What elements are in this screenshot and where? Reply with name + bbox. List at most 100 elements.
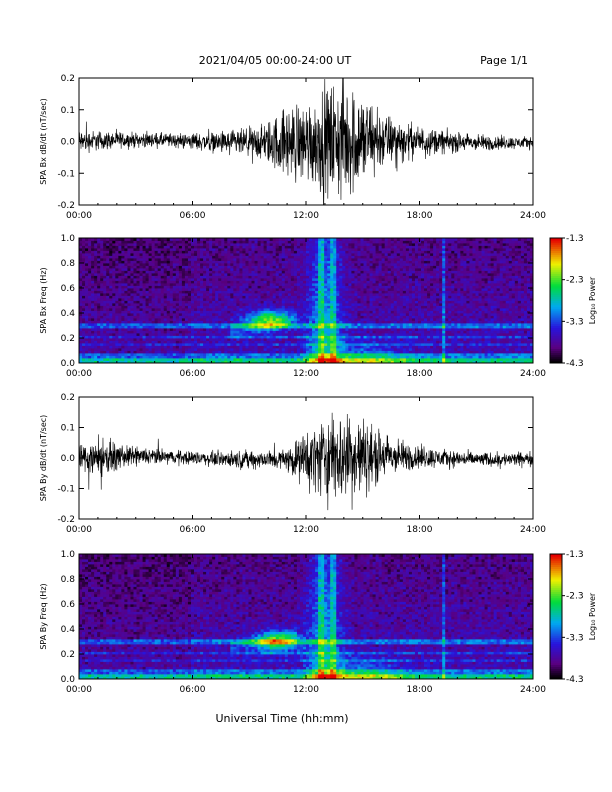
spectrogram-cell (336, 285, 340, 289)
spectrogram-cell (85, 298, 89, 301)
spectrogram-cell (230, 290, 234, 294)
spectrogram-cell (178, 343, 183, 346)
spectrogram-cell (369, 345, 373, 349)
spectrogram-cell (336, 340, 340, 344)
spectrogram-cell (224, 300, 228, 304)
spectrogram-cell (324, 340, 328, 344)
spectrogram-cell (94, 265, 98, 269)
spectrogram-cell (321, 343, 325, 346)
spectrogram-cell (287, 253, 292, 256)
spectrogram-cell (184, 298, 189, 301)
spectrogram-cell (333, 345, 337, 349)
spectrogram-cell (369, 318, 373, 321)
spectrogram-cell (309, 255, 313, 259)
spectrogram-cell (287, 345, 292, 349)
spectrogram-cell (224, 343, 228, 346)
spectrogram-cell (200, 323, 204, 326)
spectrogram-cell (284, 265, 289, 269)
spectrogram-cell (251, 290, 255, 294)
spectrogram-cell (299, 348, 304, 351)
spectrogram-cell (136, 245, 140, 249)
spectrogram-cell (130, 340, 134, 344)
spectrogram-cell (130, 248, 134, 251)
spectrogram-cell (293, 300, 298, 304)
spectrogram-cell (333, 265, 337, 269)
spectrogram-cell (175, 288, 180, 291)
spectrogram-cell (85, 288, 89, 291)
spectrogram-cell (103, 248, 107, 251)
spectrogram-cell (124, 323, 128, 326)
spectrogram-cell (212, 350, 216, 354)
spectrogram-cell (157, 323, 162, 326)
spectrogram-cell (142, 310, 146, 314)
spectrogram-cell (239, 320, 243, 324)
spectrogram-cell (312, 278, 316, 281)
spectrogram-cell (275, 360, 280, 364)
spectrogram-cell (212, 325, 216, 329)
spectrogram-cell (363, 345, 367, 349)
spectrogram-cell (221, 273, 225, 276)
spectrogram-cell (115, 285, 119, 289)
spectrogram-cell (100, 343, 104, 346)
spectrogram-cell (242, 275, 246, 279)
spectrogram-cell (309, 280, 313, 284)
spectrogram-cell (130, 240, 134, 244)
spectrogram-cell (306, 313, 310, 316)
spectrogram-cell (230, 275, 234, 279)
spectrogram-cell (106, 280, 110, 284)
spectrogram-cell (230, 285, 234, 289)
spectrogram-cell (369, 320, 373, 324)
spectrogram-cell (236, 348, 240, 351)
spectrogram-cell (151, 348, 156, 351)
spectrogram-cell (163, 328, 168, 331)
spectrogram-cell (296, 268, 301, 271)
spectrogram-cell (215, 260, 219, 264)
spectrogram-cell (302, 283, 307, 286)
spectrogram-cell (154, 305, 159, 309)
spectrogram-cell (348, 243, 352, 246)
spectrogram-cell (233, 305, 237, 309)
page-number: Page 1/1 (480, 54, 528, 67)
spectrogram-cell (224, 335, 228, 339)
spectrogram-cell (236, 280, 240, 284)
spectrogram-cell (172, 295, 177, 299)
spectrogram-cell (254, 353, 258, 356)
spectrogram-cell (154, 243, 159, 246)
spectrogram-cell (233, 300, 237, 304)
spectrogram-cell (312, 360, 316, 364)
spectrogram-cell (194, 340, 198, 344)
spectrogram-cell (315, 295, 319, 299)
spectrogram-cell (163, 240, 168, 244)
spectrogram-cell (85, 265, 89, 269)
spectrogram-cell (187, 258, 192, 261)
spectrogram-cell (239, 308, 243, 311)
spectrogram-cell (321, 270, 325, 274)
spectrogram-cell (309, 348, 313, 351)
spectrogram-cell (284, 360, 289, 364)
spectrogram-cell (366, 240, 370, 244)
spectrogram-cell (375, 295, 380, 299)
spectrogram-cell (121, 240, 125, 244)
spectrogram-cell (315, 268, 319, 271)
spectrogram-cell (97, 250, 101, 254)
spectrogram-cell (148, 273, 153, 276)
spectrogram-cell (372, 330, 377, 334)
spectrogram-cell (145, 278, 150, 281)
spectrogram-cell (112, 305, 116, 309)
spectrogram-cell (184, 283, 189, 286)
spectrogram-cell (166, 323, 171, 326)
spectrogram-cell (133, 288, 137, 291)
spectrogram-cell (284, 355, 289, 359)
spectrogram-cell (200, 353, 204, 356)
spectrogram-cell (348, 280, 352, 284)
spectrogram-cell (82, 245, 86, 249)
spectrogram-cell (197, 253, 201, 256)
spectrogram-cell (212, 340, 216, 344)
spectrogram-cell (363, 270, 367, 274)
spectrogram-cell (187, 320, 192, 324)
spectrogram-cell (287, 250, 292, 254)
spectrogram-cell (299, 243, 304, 246)
spectrogram-cell (206, 308, 210, 311)
spectrogram-cell (318, 290, 322, 294)
spectrogram-cell (309, 268, 313, 271)
